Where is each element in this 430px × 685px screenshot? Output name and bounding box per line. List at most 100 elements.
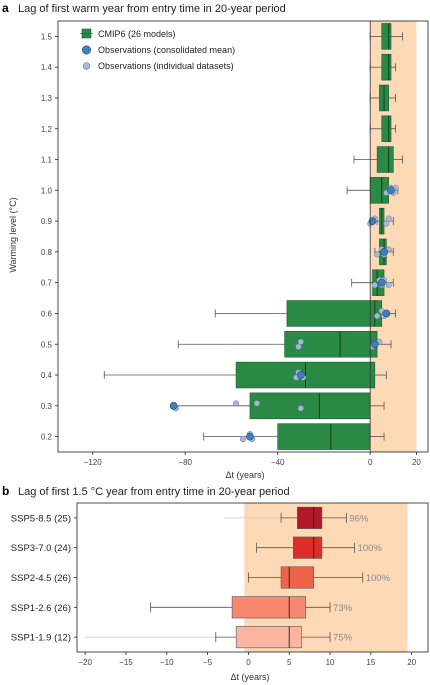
scenario-box-ssp585: 96% (223, 506, 369, 529)
box-iqr (381, 23, 392, 50)
y-tick-label: 1.4 (41, 63, 53, 72)
panel-b-title: Lag of first 1.5 °C year from entry time… (18, 486, 290, 498)
box-iqr (286, 300, 383, 327)
y-tick-label: 1.3 (41, 94, 53, 103)
obs-mean-point (380, 247, 388, 256)
panel-a-plot-frame (57, 20, 429, 453)
panel-a-chart: 0.2 0.3 0.4 0.5 0.6 0.7 0.8 0.9 1.0 1.1 1.2 1.3 1.4 1… (41, 20, 429, 467)
box-iqr (376, 146, 394, 173)
y-tick-label: 0.8 (41, 248, 53, 257)
x-tick-label: 15 (366, 658, 375, 667)
x-tick-label: 20 (407, 658, 416, 667)
panel-a-ylabel: Warming level (°C) (8, 197, 18, 272)
box-iqr (293, 536, 323, 559)
obs-mean-point (382, 309, 391, 318)
x-tick-label: −80 (178, 458, 192, 467)
x-tick-label: −10 (160, 658, 174, 667)
obs-mean-point (368, 217, 377, 226)
scenario-label: SSP1-1.9 (12) (11, 633, 71, 644)
panel-a-legend: CMIP6 (26 models) Observations (consolid… (80, 28, 235, 71)
y-tick-label: 0.3 (41, 402, 53, 411)
x-tick-label: −40 (271, 458, 285, 467)
cmip6-box-0.6 (214, 300, 397, 327)
panel-a-title: Lag of first warm year from entry time i… (18, 3, 286, 15)
obs-individual-point (371, 282, 378, 289)
box-iqr (277, 423, 371, 450)
y-tick-label: 0.5 (41, 340, 53, 349)
panel-b-chart: 96% 100% 100% 73% 75% SSP5-8.5 (25) SSP3-7.0 … (11, 502, 429, 667)
panel-b-letter: b (2, 484, 9, 498)
box-iqr (280, 566, 315, 589)
x-tick-label: −5 (203, 658, 213, 667)
box-iqr (381, 53, 392, 81)
scenario-percent-label: 73% (333, 603, 353, 614)
obs-mean-point (387, 186, 395, 195)
obs-individual-point (297, 338, 304, 345)
box-iqr (231, 596, 306, 619)
cmip6-box-0.4 (103, 361, 387, 389)
x-tick-label: 5 (287, 658, 292, 667)
legend-obs-mean-marker (82, 45, 92, 55)
obs-individual-point (385, 215, 392, 222)
scenario-percent-label: 75% (333, 633, 353, 644)
box-iqr (381, 115, 392, 142)
scenario-label: SSP2-4.5 (26) (11, 573, 71, 584)
x-tick-label: −120 (84, 458, 103, 467)
scenario-percent-label: 100% (358, 543, 383, 554)
legend-cmip6-label: CMIP6 (26 models) (98, 29, 176, 39)
cmip6-box-1.4 (369, 53, 397, 81)
obs-mean-point (246, 432, 254, 441)
obs-mean-point (169, 401, 178, 410)
obs-individual-point (374, 312, 381, 320)
obs-mean-point (377, 278, 386, 287)
legend-obs-mean-label: Observations (consolidated mean) (98, 45, 235, 55)
legend-obs-individual-label: Observations (individual datasets) (98, 61, 234, 71)
x-tick-label: 20 (412, 458, 421, 467)
panel-a-shaded-window (370, 21, 417, 452)
scenario-box-ssp126: 73% (150, 596, 353, 619)
x-tick-label: −15 (119, 658, 133, 667)
y-tick-label: 1.1 (41, 156, 53, 165)
scenario-label: SSP5-8.5 (25) (11, 513, 71, 524)
scenario-box-ssp119: 75% (85, 626, 353, 649)
x-tick-label: 0 (368, 458, 373, 467)
obs-mean-point (296, 371, 305, 379)
y-tick-label: 0.4 (41, 371, 53, 380)
obs-individual-point (297, 405, 304, 412)
obs-individual-point (239, 436, 247, 443)
obs-individual-point (383, 220, 390, 227)
legend-obs-individual-marker (82, 62, 91, 70)
x-tick-label: 0 (246, 658, 251, 667)
y-tick-label: 1.0 (41, 186, 53, 195)
x-tick-label: 10 (326, 658, 335, 667)
y-tick-label: 0.6 (41, 309, 53, 318)
panel-a-xlabel: Δt (years) (225, 470, 264, 480)
y-tick-label: 1.2 (41, 125, 53, 134)
box-iqr (235, 626, 302, 649)
scenario-percent-label: 100% (366, 573, 391, 584)
obs-individual-point (233, 400, 240, 407)
scenario-label: SSP3-7.0 (24) (11, 543, 71, 554)
cmip6-box-1.1 (353, 146, 403, 173)
obs-mean-point (370, 340, 379, 349)
obs-individual-point (253, 400, 260, 407)
y-tick-label: 1.5 (41, 32, 53, 41)
box-iqr (297, 506, 323, 529)
y-tick-label: 0.9 (41, 217, 53, 226)
cmip6-box-0.3 (173, 392, 385, 420)
scenario-label: SSP1-2.6 (26) (11, 603, 71, 614)
cmip6-box-0.5 (177, 331, 392, 358)
scenario-box-ssp370: 100% (256, 536, 383, 559)
obs-individual-point (374, 251, 381, 258)
box-iqr (249, 392, 371, 420)
y-tick-label: 0.7 (41, 279, 53, 288)
obs-individual-point (385, 282, 392, 289)
panel-b-xlabel: Δt (years) (230, 672, 269, 682)
y-tick-label: 0.2 (41, 433, 53, 442)
scenario-box-ssp245: 100% (248, 566, 391, 589)
panel-a-letter: a (2, 1, 9, 15)
x-tick-label: −20 (78, 658, 92, 667)
scenario-percent-label: 96% (349, 513, 369, 524)
obs-individual-point (295, 343, 302, 350)
